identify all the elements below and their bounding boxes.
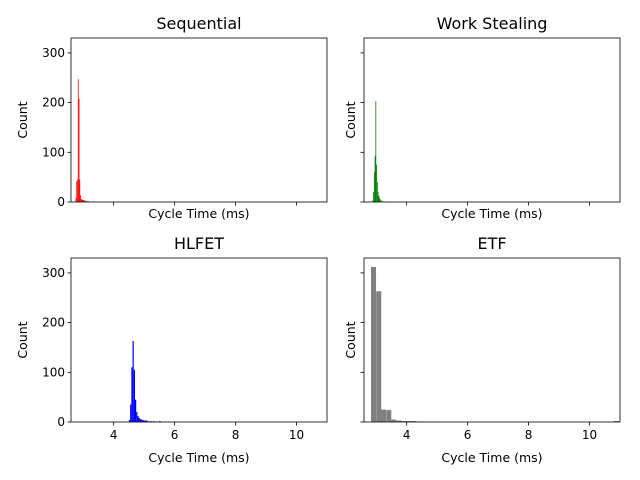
histogram-bar: [80, 195, 81, 202]
x-tick-label: 6: [171, 428, 179, 442]
subplot-title: Sequential: [156, 14, 241, 33]
x-axis-label: Cycle Time (ms): [148, 450, 249, 465]
histogram-bar: [142, 420, 144, 422]
histogram-bar: [81, 199, 83, 202]
y-axis-label: Count: [15, 321, 30, 358]
axes-frame: [363, 37, 621, 203]
histogram-bar: [132, 340, 134, 422]
y-tick-label: 0: [57, 415, 65, 429]
histogram-bar: [78, 98, 80, 202]
histogram-bar: [135, 399, 137, 422]
histogram-bar: [131, 367, 133, 422]
histogram-bar: [80, 199, 82, 202]
x-tick-label: 10: [582, 428, 597, 442]
x-tick-label: 8: [525, 428, 533, 442]
y-tick-label: 0: [57, 195, 65, 209]
histogram-bar: [77, 179, 78, 202]
histogram-bar: [83, 200, 84, 202]
histogram-bar: [75, 198, 77, 202]
y-tick-label: 200: [42, 96, 65, 110]
histogram-bar: [401, 421, 407, 422]
histogram-bar: [76, 181, 78, 202]
x-tick-label: 4: [110, 428, 118, 442]
histogram-bar: [380, 199, 381, 202]
subplot-1: Work Stealing Cycle Time (ms) Count: [343, 14, 621, 221]
axes-frame: [70, 37, 328, 203]
histogram-bar: [87, 201, 89, 202]
y-tick-label: 200: [42, 316, 65, 330]
subplot-3: 4 6 8 10 ETF Cycle Time (ms) Count: [343, 234, 621, 465]
subplot-0: 0 100 200 300 Sequential Cycle Time (ms) Count: [15, 14, 328, 221]
x-tick-label: 10: [289, 428, 304, 442]
histogram-bar: [136, 412, 138, 422]
histogram-bar: [144, 420, 146, 422]
histogram-bar: [386, 410, 392, 422]
histogram-bar: [375, 101, 377, 202]
histogram-bar: [159, 421, 161, 422]
histogram-bar: [150, 421, 152, 422]
histogram-bar: [373, 172, 375, 202]
x-tick-label: 4: [403, 428, 411, 442]
histogram-bar: [141, 419, 143, 422]
histogram-bar: [379, 198, 381, 202]
y-tick-label: 100: [42, 145, 65, 159]
x-tick-label: 8: [232, 428, 240, 442]
histogram-bar: [391, 419, 397, 422]
histogram-bar: [373, 192, 374, 202]
histogram-bar: [374, 156, 376, 202]
histogram-bar: [86, 201, 88, 202]
histogram-bar: [138, 418, 140, 422]
histogram-bar: [82, 200, 84, 202]
x-axis-label: Cycle Time (ms): [148, 206, 249, 221]
histogram-bar: [79, 179, 81, 202]
histogram-bar: [382, 201, 384, 202]
histogram-bar: [376, 164, 377, 202]
histogram-bar: [376, 182, 378, 202]
subplot-title: Work Stealing: [437, 14, 548, 33]
histogram-bar: [130, 404, 132, 422]
histogram-bar: [128, 420, 131, 422]
axes-frame: [363, 257, 621, 423]
y-tick-label: 100: [42, 365, 65, 379]
y-axis-label: Count: [343, 101, 358, 138]
histogram-bar: [137, 416, 139, 422]
subplot-title: HLFET: [174, 234, 224, 253]
histogram-bar: [381, 409, 387, 422]
histogram-bar: [143, 420, 145, 422]
histogram-bar: [376, 291, 382, 422]
histogram-bar: [372, 200, 374, 202]
histogram-bar: [139, 419, 142, 422]
histogram-bar: [145, 420, 148, 422]
histogram-bar: [84, 200, 86, 202]
y-tick-label: 300: [42, 46, 65, 60]
histogram-bar: [153, 421, 155, 422]
histogram-bar: [380, 200, 382, 202]
y-axis-label: Count: [343, 321, 358, 358]
histogram-bar: [396, 420, 402, 422]
x-axis-label: Cycle Time (ms): [441, 450, 542, 465]
histogram-bar: [147, 421, 149, 422]
histogram-bar: [378, 196, 380, 202]
histogram-bar: [406, 421, 412, 422]
y-tick-label: 300: [42, 266, 65, 280]
subplot-title: ETF: [477, 234, 506, 253]
histogram-bar: [377, 192, 379, 202]
histogram-bar: [77, 79, 79, 202]
histogram-bar: [411, 421, 417, 422]
histogram-bar: [371, 266, 377, 422]
histogram-bar: [83, 200, 85, 202]
x-tick-label: 6: [464, 428, 472, 442]
x-axis-label: Cycle Time (ms): [441, 206, 542, 221]
y-axis-label: Count: [15, 101, 30, 138]
histogram-bar: [613, 421, 619, 422]
histogram-bar: [133, 369, 135, 422]
axes-frame: [70, 257, 328, 423]
